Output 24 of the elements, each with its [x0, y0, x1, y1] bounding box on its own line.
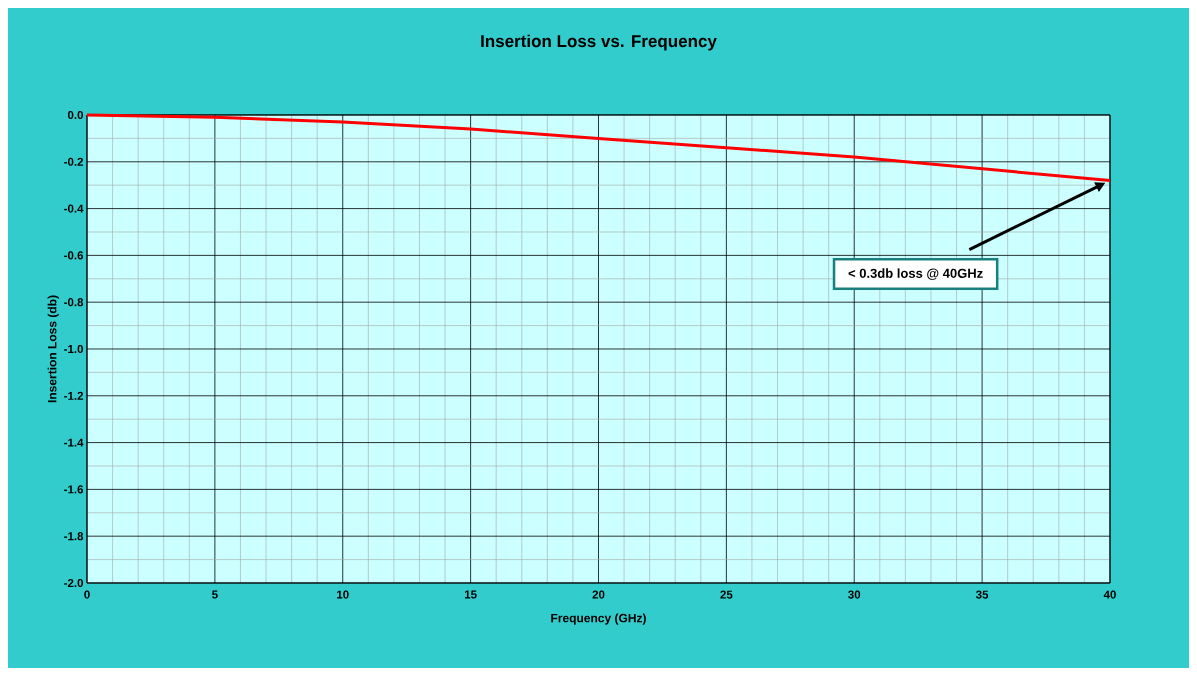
y-tick-label: -2.0 — [64, 578, 84, 588]
y-tick-label: -1.6 — [64, 485, 84, 494]
x-axis-title: Frequency (GHz) — [551, 613, 646, 625]
chart-title: Insertion Loss vs. Frequency — [481, 34, 717, 51]
y-tick-label: -1.2 — [64, 391, 84, 400]
x-tick-label: 20 — [592, 590, 605, 599]
x-tick-label: 0 — [84, 590, 90, 599]
y-tick-label: -1.8 — [64, 532, 84, 541]
x-tick-label: 5 — [212, 590, 218, 599]
y-tick-label: -0.8 — [64, 298, 84, 307]
y-tick-label: -1.0 — [64, 344, 84, 354]
x-tick-label: 40 — [1103, 590, 1116, 599]
x-tick-label: 15 — [464, 590, 477, 599]
y-tick-label: -1.4 — [64, 438, 84, 447]
x-tick-label: 10 — [337, 590, 349, 599]
annotation: < 0.3db loss @ 40GHz — [848, 268, 983, 280]
x-tick-label: 25 — [720, 590, 733, 599]
y-tick-label: -0.2 — [64, 157, 84, 166]
y-tick-label: 0.0 — [67, 110, 84, 120]
y-tick-label: -0.6 — [64, 251, 84, 260]
x-tick-label: 35 — [975, 590, 989, 599]
y-axis-title: Insertion Loss (db) — [47, 295, 59, 403]
y-tick-label: -0.4 — [64, 204, 84, 213]
x-tick-label: 30 — [848, 590, 861, 599]
